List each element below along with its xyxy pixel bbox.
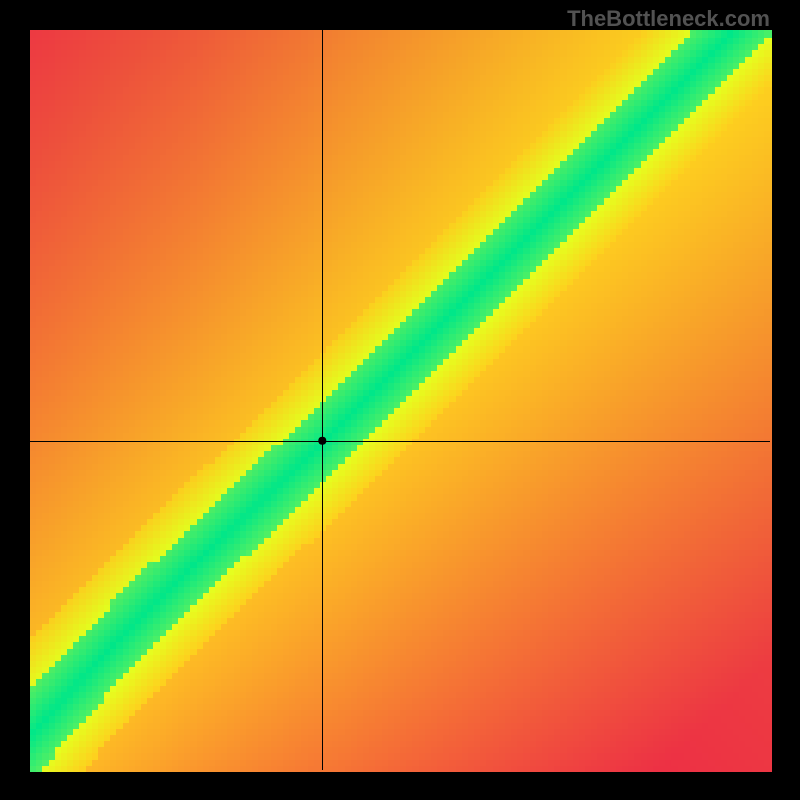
chart-container: TheBottleneck.com: [0, 0, 800, 800]
watermark-label: TheBottleneck.com: [567, 6, 770, 32]
bottleneck-heatmap: [0, 0, 800, 800]
